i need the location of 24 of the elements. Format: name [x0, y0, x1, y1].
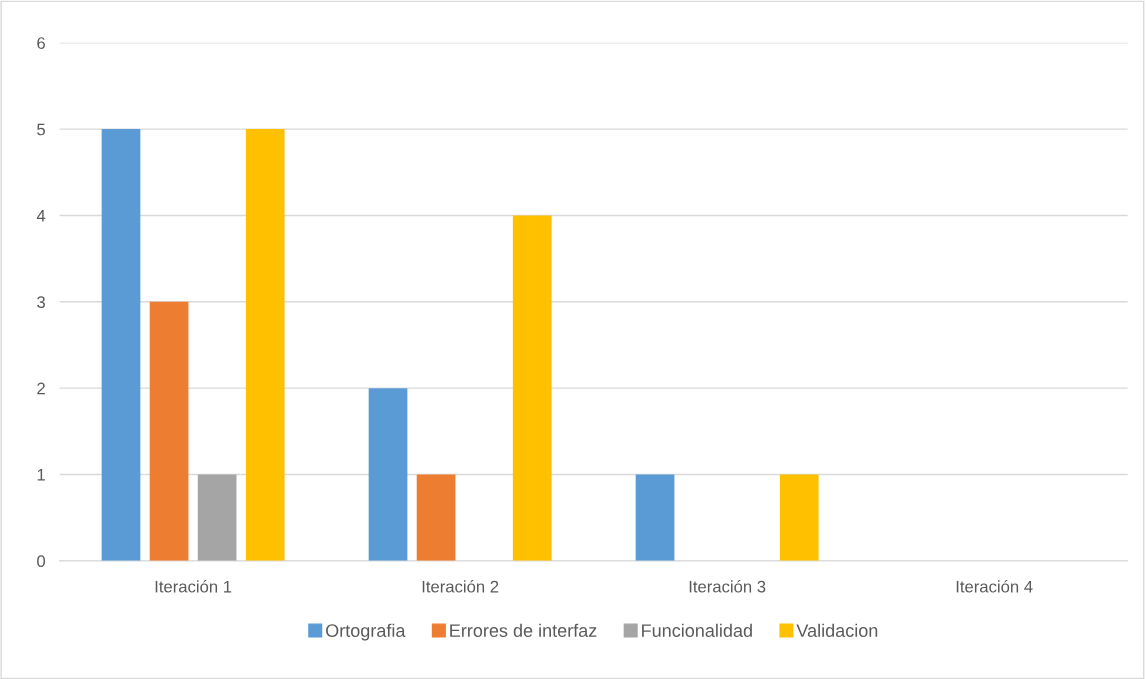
x-tick-label: Iteración 4 [956, 580, 1033, 593]
y-tick-label: 4 [36, 210, 46, 222]
bar [149, 301, 189, 561]
y-tick-label: 2 [37, 382, 45, 395]
bar [101, 129, 141, 561]
bar [197, 474, 237, 561]
x-tick-label: Iteración 1 [155, 580, 232, 593]
bar [368, 388, 408, 561]
legend-label: Validacion [796, 623, 878, 637]
x-tick-label: Iteración 2 [422, 580, 499, 593]
bar [416, 474, 456, 561]
legend-label: Errores de interfaz [450, 623, 597, 637]
bar [245, 129, 285, 561]
y-tick-label: 3 [37, 296, 45, 309]
y-tick-label: 5 [37, 123, 46, 136]
legend-label: Funcionalidad [642, 623, 752, 637]
bar [635, 474, 675, 561]
y-tick-label: 6 [37, 37, 45, 49]
bar [779, 474, 819, 561]
y-tick-label: 1 [37, 469, 45, 481]
x-tick-label: Iteración 3 [689, 580, 766, 593]
legend-label: Ortografia [326, 623, 406, 641]
bar [512, 215, 552, 561]
y-tick-label: 0 [37, 555, 46, 568]
